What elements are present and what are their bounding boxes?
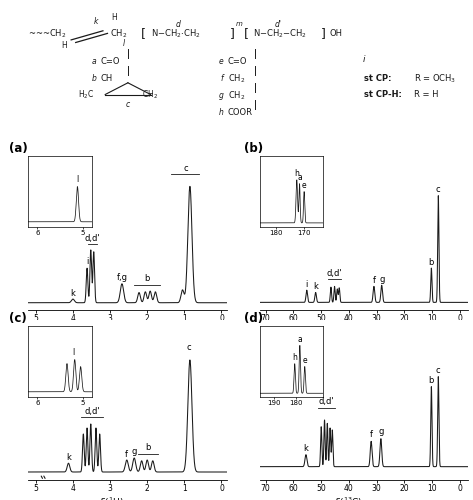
Text: f: f [220, 74, 223, 84]
Text: f,g: f,g [116, 274, 127, 282]
Text: [: [ [141, 27, 146, 40]
Text: COOR: COOR [228, 108, 253, 117]
Text: (b): (b) [244, 142, 263, 155]
Text: C=O: C=O [101, 58, 120, 66]
Text: ]: ] [321, 27, 325, 40]
Text: m: m [236, 22, 243, 28]
Text: b: b [91, 74, 96, 84]
Text: (c): (c) [9, 312, 26, 325]
Text: g: g [379, 274, 385, 283]
Text: i: i [363, 55, 365, 64]
Text: st CP-H:: st CP-H: [364, 90, 402, 99]
Text: d,d': d,d' [85, 234, 100, 242]
Text: d': d' [274, 20, 281, 29]
Text: k: k [94, 17, 98, 26]
Text: [: [ [244, 27, 248, 40]
Text: st CP:: st CP: [364, 74, 392, 84]
Text: CH$_2$: CH$_2$ [228, 90, 245, 102]
Text: H: H [61, 40, 67, 50]
Text: ]: ] [230, 27, 235, 40]
Text: f: f [369, 430, 373, 438]
Text: g: g [219, 92, 223, 100]
Text: b: b [429, 258, 434, 267]
Text: i: i [306, 280, 308, 289]
X-axis label: $\delta$($^{13}$C)    ppm: $\delta$($^{13}$C) ppm [334, 326, 394, 340]
X-axis label: $\delta$($^{13}$C)    ppm: $\delta$($^{13}$C) ppm [334, 496, 394, 500]
Text: CH: CH [101, 74, 113, 84]
Text: i: i [86, 258, 88, 266]
Text: a: a [91, 58, 96, 66]
Text: R = H: R = H [414, 90, 438, 99]
Text: g: g [378, 427, 384, 436]
Text: ~~~CH$_2$: ~~~CH$_2$ [28, 27, 66, 40]
Text: b: b [145, 274, 150, 283]
Text: d,d': d,d' [327, 268, 342, 278]
Text: c: c [126, 100, 130, 110]
Text: d: d [175, 20, 180, 29]
Text: CH$_2$: CH$_2$ [141, 88, 158, 101]
Text: c: c [183, 164, 188, 172]
Text: k: k [70, 289, 75, 298]
Text: H: H [112, 14, 117, 22]
Text: l: l [123, 40, 124, 48]
Text: k: k [304, 444, 308, 452]
Text: N$-$CH$_2$$-$CH$_2$: N$-$CH$_2$$-$CH$_2$ [253, 27, 307, 40]
Text: b: b [429, 376, 434, 384]
Text: g: g [131, 448, 137, 456]
Text: CH$_2$: CH$_2$ [228, 72, 245, 85]
Text: h: h [219, 108, 223, 117]
Text: c: c [436, 185, 441, 194]
Text: R = OCH$_3$: R = OCH$_3$ [414, 72, 456, 85]
Text: (a): (a) [9, 142, 27, 155]
Text: (d): (d) [244, 312, 263, 325]
Text: N$-$CH$_2$$\cdot$CH$_2$: N$-$CH$_2$$\cdot$CH$_2$ [150, 27, 200, 40]
Text: k: k [66, 453, 71, 462]
Text: b: b [145, 444, 150, 452]
Text: e: e [219, 58, 223, 66]
Text: d,d': d,d' [84, 406, 100, 416]
Text: k: k [313, 282, 318, 292]
Text: OH: OH [330, 29, 343, 38]
Text: f: f [125, 450, 128, 459]
X-axis label: $\delta$($^{1}$H)    ppm: $\delta$($^{1}$H) ppm [99, 326, 156, 340]
Text: CH$_2$: CH$_2$ [110, 27, 127, 40]
Text: f: f [372, 276, 376, 285]
Text: c: c [436, 366, 441, 374]
X-axis label: $\delta$($^{1}$H)    ppm: $\delta$($^{1}$H) ppm [99, 496, 156, 500]
Text: C=O: C=O [228, 58, 247, 66]
Text: H$_2$C: H$_2$C [78, 88, 94, 101]
Text: d,d': d,d' [319, 397, 334, 406]
Text: c: c [186, 343, 191, 352]
